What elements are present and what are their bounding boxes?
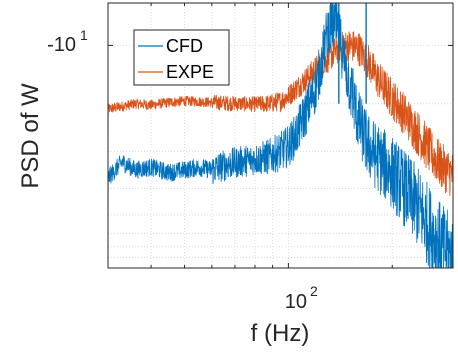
legend: CFD EXPE [133,29,230,86]
legend-label-cfd: CFD [166,36,203,56]
y-tick-exponent: 1 [80,27,88,43]
y-axis-label: PSD of W [17,83,44,189]
x-tick-exponent: 2 [310,283,318,299]
y-tick-label: -10 [47,34,76,56]
x-axis-label: f (Hz) [251,320,310,347]
series-line-cfd [108,3,453,268]
series-line-expe [108,31,453,196]
series-lines [108,3,453,268]
axes-box [107,2,454,269]
legend-label-expe: EXPE [166,62,214,82]
tick-marks [108,3,454,268]
legend-box [133,29,230,86]
x-tick-label: 10 [285,291,307,313]
